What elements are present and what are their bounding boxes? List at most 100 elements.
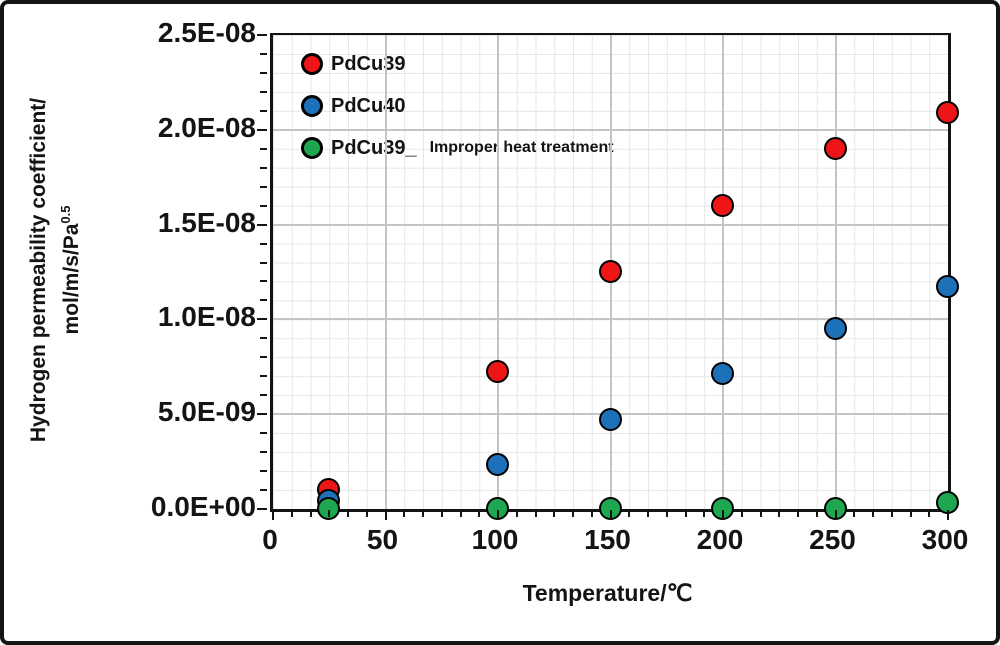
x-axis-minor-tick [553,510,556,517]
x-axis-minor-tick [853,510,856,517]
y-axis-minor-tick [260,71,267,74]
y-axis-minor-tick [260,432,267,435]
y-tick-label: 2.5E-08 [157,17,256,48]
legend-label: PdCu39_ [331,136,417,159]
data-point-PdCu39 [486,360,509,384]
data-point-PdCu39 [711,193,734,217]
x-axis-minor-tick [665,510,668,517]
y-axis-minor-tick [260,90,267,93]
y-tick-label: 5.0E-09 [157,396,256,428]
x-tick-label: 0 [262,524,278,555]
major-gridline-vertical [497,35,499,509]
data-point-PdCu40 [936,275,959,299]
x-axis-minor-tick [365,510,368,517]
x-axis-minor-tick [403,510,406,517]
y-axis-title-line1: Hydrogen permeability coefficient/ [27,97,50,443]
x-axis-minor-tick [628,510,631,517]
y-axis-major-tick [257,318,267,321]
legend-marker-icon [301,95,323,117]
x-axis-minor-tick [740,510,743,517]
x-axis-major-tick [947,510,949,520]
x-tick-label: 200 [696,524,744,555]
legend-item-PdCu39: PdCu39 [301,47,614,81]
x-axis-minor-tick [328,510,331,517]
y-axis-minor-tick [260,280,267,283]
y-axis-minor-tick [260,109,267,112]
x-tick-label: 150 [584,524,631,555]
data-point-PdCu39 [598,260,622,283]
x-axis-minor-tick [309,510,312,517]
y-axis-minor-tick [260,356,267,359]
plot-area: PdCu39 PdCu40 PdCu39_ Improper heat treatme… [270,33,959,520]
y-tick-label: 1.0E-08 [157,301,256,333]
x-axis-minor-tick [534,510,537,517]
y-axis-title-line2: mol/m/s/Pa0.5 [58,205,83,335]
legend-marker-icon [301,53,323,75]
y-axis-title-superscript: 0.5 [58,205,73,224]
data-point-PdCu40 [486,453,509,477]
y-axis-minor-tick [260,204,267,207]
y-axis-minor-tick [260,375,267,378]
x-axis-major-tick [722,510,724,520]
major-gridline-horizontal [273,128,948,131]
x-axis-minor-tick [928,510,931,517]
y-axis-major-tick [257,34,267,36]
x-axis-minor-tick [440,510,443,517]
legend-sublabel: Improper heat treatment [429,139,614,156]
x-tick-label: 100 [471,524,519,555]
x-axis-major-tick [609,510,612,520]
y-axis-major-tick [257,128,267,131]
x-axis-minor-tick [909,510,912,517]
legend-label: PdCu39 [331,52,406,75]
y-axis-minor-tick [260,147,267,150]
x-axis-minor-tick [422,510,424,517]
x-axis-title: Temperature/℃ [522,580,693,606]
data-point-PdCu39 [936,100,959,124]
x-axis-minor-tick [815,510,818,517]
x-axis-minor-tick [572,510,574,517]
x-axis-minor-tick [778,510,781,517]
y-axis-title: Hydrogen permeability coefficient/ mol/m… [25,20,85,520]
data-point-PdCu40 [598,407,622,431]
x-axis-minor-tick [890,510,893,517]
x-axis-minor-tick [872,510,874,517]
major-gridline-vertical [834,35,837,509]
major-gridline-vertical [722,35,724,509]
x-axis-minor-tick [759,510,762,517]
legend-label: PdCu40 [331,94,406,117]
data-point-PdCu40 [823,316,847,340]
legend-item-PdCu39: PdCu39_ Improper heat treatment [301,131,614,165]
major-gridline-horizontal [273,223,948,226]
y-axis-minor-tick [260,299,267,302]
x-axis-minor-tick [684,510,687,517]
y-axis-minor-tick [260,451,267,454]
x-tick-label: 50 [366,524,399,555]
y-axis-minor-tick [260,52,267,55]
x-axis-minor-tick [347,510,349,517]
x-axis-minor-tick [515,510,518,517]
y-axis-minor-tick [260,185,267,188]
data-point-PdCu40 [711,362,734,386]
data-point-PdCu39 [317,497,341,520]
x-axis-major-tick [497,510,499,520]
x-axis-major-tick [384,510,387,520]
x-tick-label: 250 [809,524,856,555]
y-axis-minor-tick [260,261,267,264]
y-axis-minor-tick [260,166,267,169]
data-point-PdCu39 [823,136,847,160]
x-axis-minor-tick [647,510,649,517]
x-axis-major-tick [834,510,837,520]
y-tick-label: 2.0E-08 [157,111,256,143]
x-axis-minor-tick [459,510,462,517]
legend: PdCu39 PdCu40 PdCu39_ Improper heat treatme… [301,47,614,165]
y-axis-minor-tick [260,489,267,492]
x-axis-minor-tick [590,510,593,517]
x-axis-minor-tick [478,510,481,517]
y-axis-major-tick [257,223,267,226]
x-axis-minor-tick [797,510,799,517]
legend-marker-icon [301,137,323,159]
y-axis-major-tick [257,413,267,416]
x-tick-label: 300 [921,524,969,555]
y-tick-label: 1.5E-08 [157,206,256,238]
y-axis-major-tick [257,508,267,510]
